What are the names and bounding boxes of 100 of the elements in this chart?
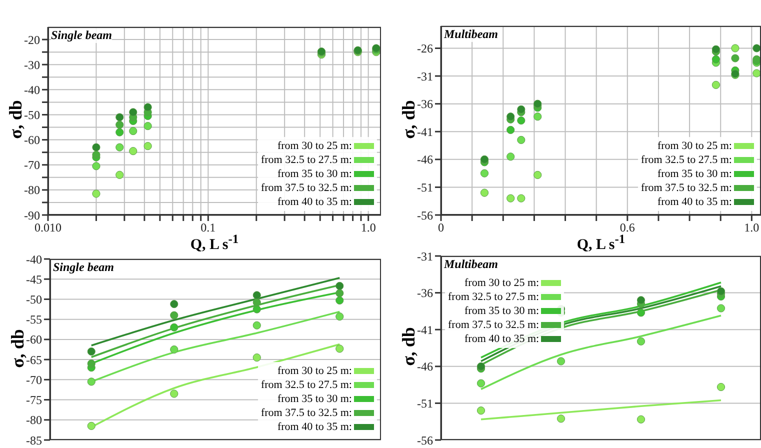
point <box>534 112 542 121</box>
legend-label: from 32.5 to 27.5 m: <box>260 153 352 167</box>
legend-label: from 32.5 to 27.5 m: <box>448 290 540 304</box>
y-tick-label: -46 <box>417 152 433 167</box>
legend-label: from 30 to 25 m: <box>277 364 352 378</box>
y-tick-label: -50 <box>24 108 40 122</box>
point <box>252 305 261 314</box>
x-tick-label: 0 <box>438 220 444 235</box>
point <box>752 69 761 78</box>
point <box>716 382 726 392</box>
point <box>712 55 720 64</box>
y-tick-label: -40 <box>24 82 40 97</box>
point <box>336 289 344 298</box>
point <box>716 304 726 312</box>
legend-label: from 40 to 35 m: <box>277 195 352 209</box>
x-tick-label: 1.0 <box>360 220 376 235</box>
point <box>752 44 761 52</box>
point <box>170 390 178 398</box>
y-tick-label: -51 <box>417 396 433 410</box>
y-axis-title: σ, db <box>398 327 418 366</box>
point <box>636 296 646 304</box>
y-tick-label: -45 <box>26 272 42 286</box>
point <box>336 344 344 353</box>
point <box>252 298 261 306</box>
point <box>336 312 344 321</box>
y-tick-label: -20 <box>24 32 40 47</box>
y-tick-label: -70 <box>26 372 42 387</box>
point <box>506 152 515 161</box>
point <box>506 112 515 121</box>
point <box>712 80 720 89</box>
y-tick-label: -50 <box>26 292 42 306</box>
y-tick-label: -51 <box>417 180 433 194</box>
legend-label: from 40 to 35 m: <box>657 195 732 209</box>
legend-label: from 37.5 to 32.5 m: <box>260 181 352 195</box>
legend-label: from 37.5 to 32.5 m: <box>448 318 540 332</box>
point <box>517 116 526 125</box>
x-tick-label: 0.010 <box>34 220 62 235</box>
y-tick-label: -36 <box>417 97 433 112</box>
point <box>252 353 261 362</box>
legend-label: from 35 to 30 m: <box>277 392 352 406</box>
legend-label: from 37.5 to 32.5 m: <box>260 406 352 420</box>
y-axis-title: σ, db <box>8 328 28 368</box>
point <box>87 422 96 430</box>
legend-label: from 40 to 35 m: <box>277 420 352 434</box>
point <box>170 311 178 320</box>
y-tick-label: -55 <box>26 312 42 327</box>
y-tick-label: -36 <box>417 286 433 300</box>
y-tick-label: -90 <box>24 208 40 222</box>
point <box>476 379 486 388</box>
point <box>556 414 566 423</box>
point <box>506 194 515 202</box>
legend-label: from 32.5 to 27.5 m: <box>260 378 352 392</box>
y-axis-title: σ, db <box>398 98 418 140</box>
point <box>556 357 566 366</box>
y-tick-label: -80 <box>24 183 40 198</box>
point <box>476 406 486 415</box>
y-tick-label: -60 <box>24 133 40 148</box>
point <box>731 54 740 62</box>
point <box>506 126 515 134</box>
point <box>252 321 261 330</box>
point <box>170 323 178 332</box>
point <box>170 300 178 308</box>
point <box>170 345 178 354</box>
point <box>87 360 96 368</box>
chart-title: Single beam <box>53 260 114 275</box>
legend-label: from 37.5 to 32.5 m: <box>640 181 732 195</box>
y-tick-label: -56 <box>417 433 433 448</box>
legend-label: from 35 to 30 m: <box>657 167 732 181</box>
y-tick-label: -65 <box>26 352 42 367</box>
y-tick-label: -46 <box>417 360 433 374</box>
y-tick-label: -31 <box>417 69 433 84</box>
y-axis-title: σ, db <box>6 100 26 139</box>
y-tick-label: -40 <box>26 252 42 266</box>
point <box>517 194 526 202</box>
legend-label: from 32.5 to 27.5 m: <box>640 153 732 167</box>
y-tick-label: -56 <box>417 208 433 222</box>
point <box>517 105 526 114</box>
point <box>336 282 344 290</box>
y-tick-label: -30 <box>24 58 40 72</box>
y-tick-label: -85 <box>26 433 42 448</box>
y-tick-label: -75 <box>26 393 42 408</box>
x-tick-label: 0.6 <box>620 220 635 235</box>
legend-label: from 35 to 30 m: <box>277 167 352 181</box>
y-tick-label: -70 <box>24 158 40 172</box>
legend-label: from 30 to 25 m: <box>464 276 540 290</box>
chart-title: Single beam <box>51 28 112 43</box>
legend-label: from 30 to 25 m: <box>657 139 732 153</box>
point <box>636 415 646 424</box>
x-tick-label: 1.0 <box>744 220 760 235</box>
point <box>252 291 261 300</box>
x-axis-title: Q, L s$^{-1}$ <box>576 232 626 253</box>
legend-label: from 35 to 30 m: <box>464 304 540 318</box>
point <box>712 45 720 54</box>
y-tick-label: -80 <box>26 413 42 428</box>
line-series <box>480 399 722 420</box>
point <box>636 308 646 317</box>
point <box>636 337 646 346</box>
point <box>517 136 526 144</box>
point <box>534 170 542 180</box>
y-tick-label: -41 <box>417 124 433 139</box>
